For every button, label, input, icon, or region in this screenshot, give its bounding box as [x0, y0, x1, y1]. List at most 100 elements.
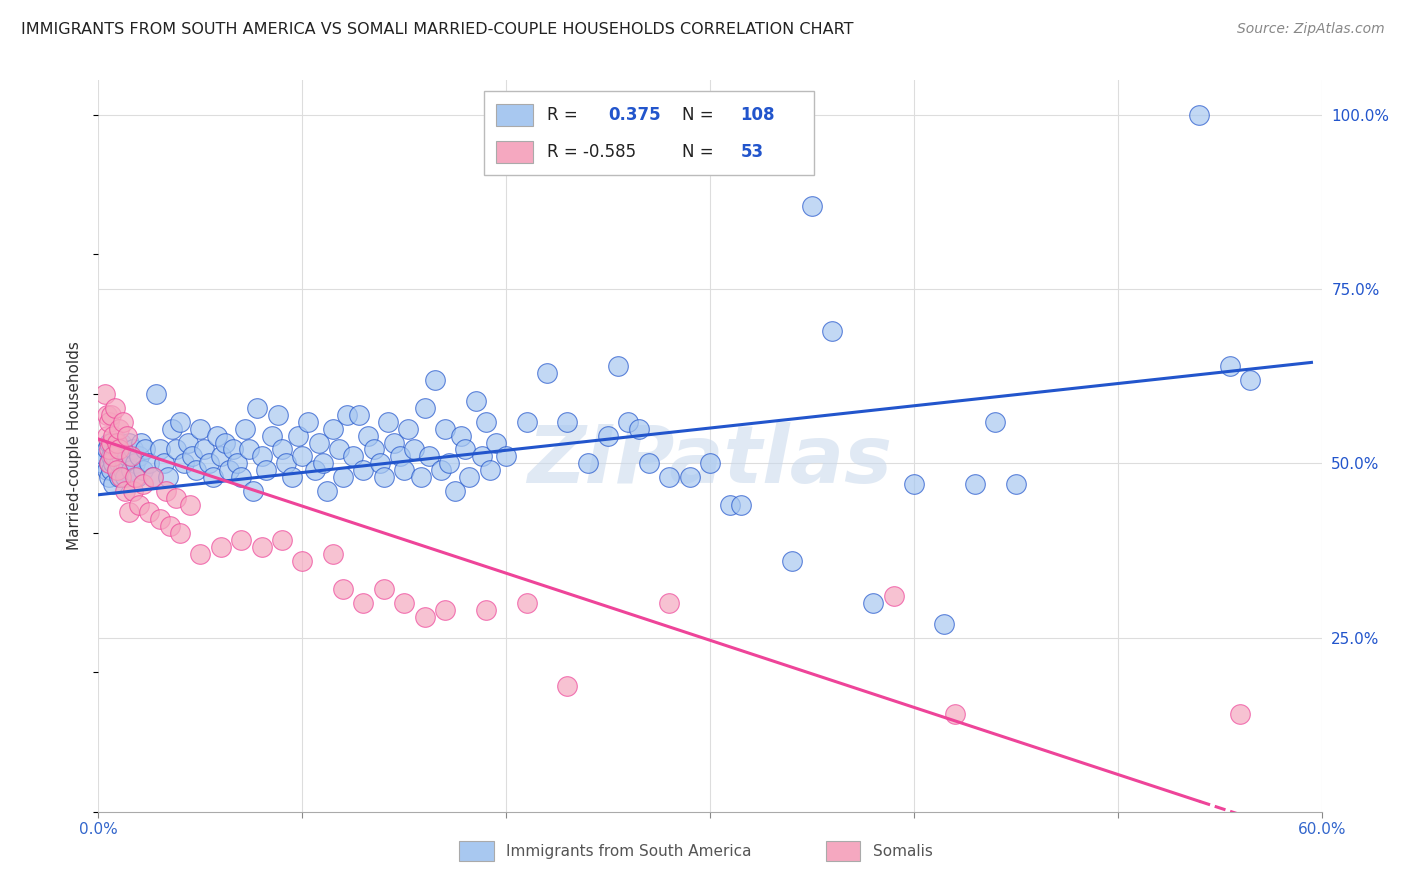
Point: [149, 512, 172, 526]
Point: [373, 582, 395, 596]
Point: [434, 603, 457, 617]
Point: [943, 707, 966, 722]
Point: [105, 463, 128, 477]
Point: [134, 442, 156, 457]
Y-axis label: Married-couple Households: Married-couple Households: [67, 342, 83, 550]
Point: [96, 463, 118, 477]
Point: [115, 428, 138, 442]
Point: [120, 463, 142, 477]
Point: [1188, 108, 1211, 122]
Point: [1229, 707, 1251, 722]
Point: [984, 415, 1007, 429]
Point: [205, 428, 228, 442]
Point: [478, 463, 501, 477]
Point: [101, 428, 124, 442]
Point: [1239, 373, 1261, 387]
Point: [97, 435, 120, 450]
Text: R =: R =: [547, 106, 583, 124]
Point: [308, 435, 330, 450]
Point: [177, 435, 200, 450]
Point: [159, 519, 181, 533]
Point: [132, 477, 155, 491]
Point: [105, 442, 128, 457]
Point: [214, 435, 236, 450]
Point: [485, 435, 508, 450]
Point: [231, 533, 253, 547]
Point: [124, 470, 146, 484]
Text: R = -0.585: R = -0.585: [547, 143, 637, 161]
Point: [165, 491, 187, 506]
Point: [142, 470, 165, 484]
Point: [165, 442, 187, 457]
Point: [104, 450, 127, 464]
Point: [373, 470, 395, 484]
Point: [181, 450, 204, 464]
Point: [267, 408, 290, 422]
Point: [197, 457, 219, 471]
Point: [108, 457, 131, 471]
Point: [287, 428, 309, 442]
Point: [104, 401, 127, 415]
Point: [128, 498, 150, 512]
Point: [145, 386, 167, 401]
Point: [315, 484, 337, 499]
Point: [118, 435, 141, 450]
Point: [934, 616, 956, 631]
Point: [862, 596, 884, 610]
Point: [352, 463, 374, 477]
Point: [495, 450, 517, 464]
Point: [169, 415, 191, 429]
Point: [231, 470, 253, 484]
Point: [114, 470, 136, 484]
Point: [118, 505, 141, 519]
Point: [96, 428, 118, 442]
Text: ZIPatlas: ZIPatlas: [527, 422, 893, 500]
Point: [322, 547, 344, 561]
Point: [122, 484, 145, 499]
Point: [124, 457, 146, 471]
Point: [100, 408, 122, 422]
Point: [471, 450, 494, 464]
Point: [730, 498, 752, 512]
Point: [142, 470, 165, 484]
Point: [389, 450, 412, 464]
Point: [679, 470, 702, 484]
Point: [356, 428, 378, 442]
Point: [115, 450, 138, 464]
FancyBboxPatch shape: [460, 841, 494, 862]
Point: [607, 359, 630, 373]
Point: [1004, 477, 1026, 491]
Point: [598, 428, 620, 442]
Text: N =: N =: [682, 106, 718, 124]
Point: [156, 470, 179, 484]
FancyBboxPatch shape: [496, 141, 533, 163]
Point: [699, 457, 721, 471]
Point: [160, 421, 183, 435]
Point: [110, 435, 132, 450]
Point: [93, 386, 115, 401]
Point: [169, 526, 191, 541]
Point: [111, 415, 134, 429]
Point: [132, 463, 155, 477]
Point: [437, 457, 460, 471]
Point: [173, 457, 195, 471]
Text: Somalis: Somalis: [873, 844, 932, 859]
FancyBboxPatch shape: [827, 841, 860, 862]
Point: [108, 421, 131, 435]
Point: [101, 442, 124, 457]
Point: [291, 450, 314, 464]
Point: [226, 457, 249, 471]
Point: [557, 415, 579, 429]
Point: [250, 450, 273, 464]
Point: [222, 442, 245, 457]
Point: [104, 435, 127, 450]
Point: [332, 470, 354, 484]
Point: [377, 415, 399, 429]
Point: [188, 547, 212, 561]
Point: [336, 408, 359, 422]
Point: [138, 457, 160, 471]
Point: [617, 415, 640, 429]
Point: [352, 596, 374, 610]
Point: [260, 428, 283, 442]
Point: [97, 470, 120, 484]
